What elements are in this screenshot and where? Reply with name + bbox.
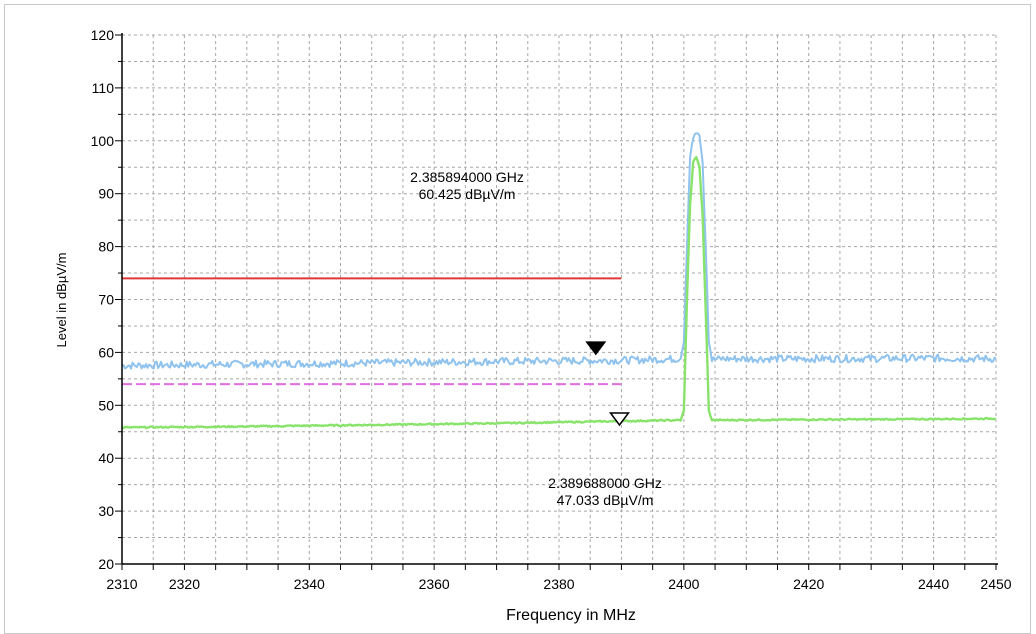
- y-tick-label: 30: [98, 503, 114, 519]
- x-tick-label: 2380: [543, 576, 574, 592]
- peak-marker-level-label: 60.425 dBµV/m: [419, 186, 516, 202]
- limit-lines: [122, 277, 622, 386]
- peak-marker-triangle: [585, 341, 607, 356]
- traces: [121, 132, 997, 430]
- y-tick-label: 100: [91, 133, 115, 149]
- x-tick-label: 2440: [918, 576, 949, 592]
- y-tick-label: 60: [98, 344, 114, 360]
- y-tick-label: 50: [98, 397, 114, 413]
- x-tick-label: 2360: [419, 576, 450, 592]
- grid-lines: [121, 34, 997, 565]
- average-trace-line: [121, 155, 997, 430]
- average-marker-triangle: [608, 412, 630, 427]
- x-tick-label: 2450: [980, 576, 1011, 592]
- x-tick-label: 2320: [169, 576, 200, 592]
- y-tick-label: 120: [91, 27, 115, 43]
- peak-marker-freq-label: 2.385894000 GHz: [410, 169, 524, 185]
- x-tick-label: 2420: [793, 576, 824, 592]
- axes: 20 30 40 50 60 70 80 90 100 110 120 2310 2320 2340 236…: [91, 27, 1012, 592]
- y-tick-label: 110: [92, 80, 115, 96]
- y-tick-label: 70: [98, 292, 114, 308]
- x-tick-label: 2310: [106, 576, 137, 592]
- y-tick-label: 20: [98, 556, 114, 572]
- y-axis-title: Level in dBµV/m: [54, 253, 69, 348]
- y-tick-label: 40: [98, 450, 114, 466]
- y-tick-label: 90: [98, 186, 114, 202]
- average-marker-freq-label: 2.389688000 GHz: [548, 475, 662, 491]
- x-tick-label: 2340: [294, 576, 325, 592]
- x-axis-title: Frequency in MHz: [506, 607, 636, 624]
- peak-trace-line: [121, 132, 997, 370]
- y-tick-label: 80: [98, 239, 114, 255]
- x-tick-label: 2400: [668, 576, 699, 592]
- average-marker-level-label: 47.033 dBµV/m: [557, 492, 654, 508]
